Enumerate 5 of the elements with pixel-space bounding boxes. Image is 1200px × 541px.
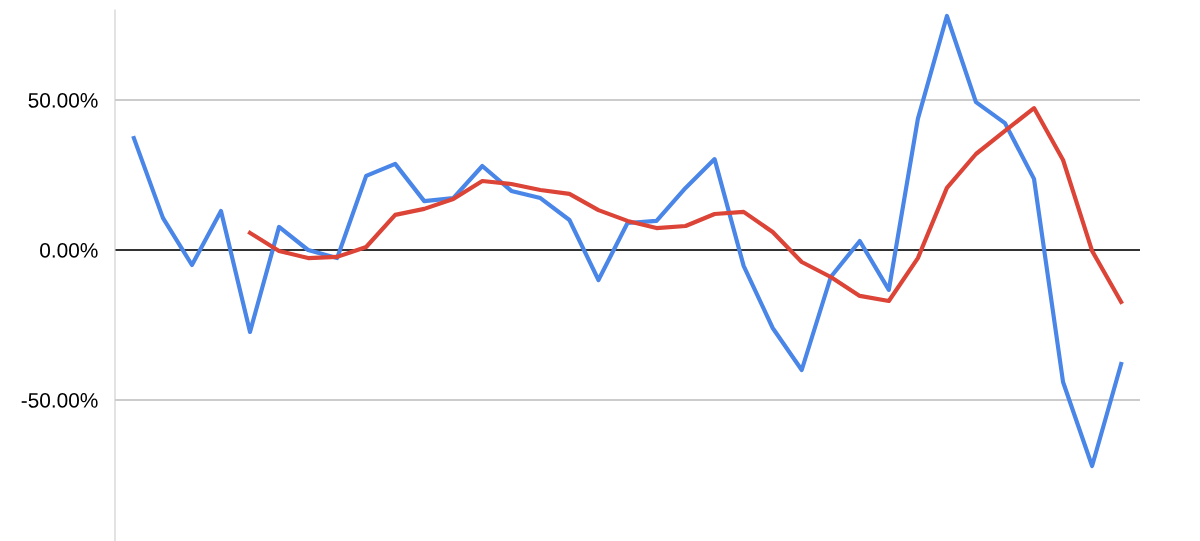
y-tick-label: -50.00%: [21, 393, 98, 408]
line-series: [247, 106, 1124, 304]
y-tick-label: 0.00%: [40, 243, 98, 258]
line-series: [131, 13, 1124, 469]
y-tick-label: 50.00%: [28, 93, 98, 108]
